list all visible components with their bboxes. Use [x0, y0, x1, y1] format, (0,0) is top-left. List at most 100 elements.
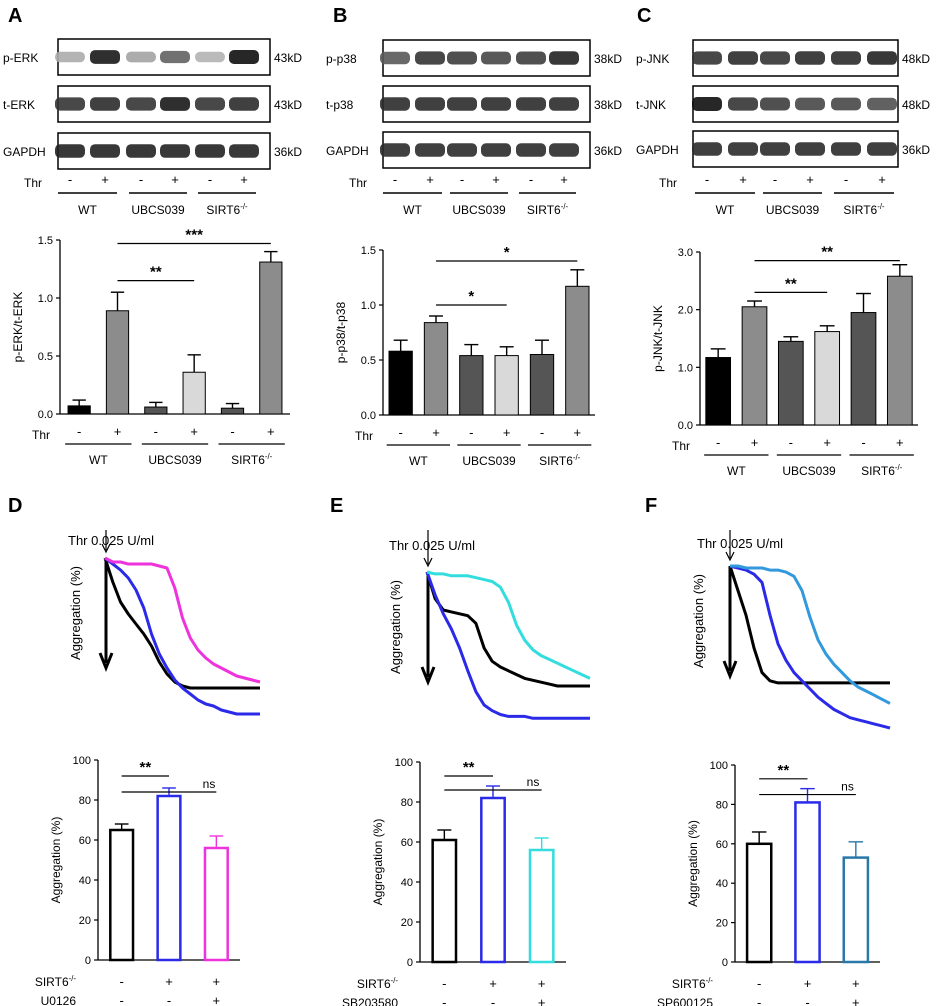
aggregation-trace-f: Aggregation (%)	[691, 530, 891, 730]
bar	[156, 794, 182, 962]
treatment-sign: -	[757, 995, 761, 1006]
bar	[794, 801, 821, 964]
treatment-sign: +	[503, 425, 511, 440]
thr-label: Thr	[349, 176, 367, 190]
bar	[705, 357, 732, 426]
treatment-sign: +	[739, 172, 747, 187]
panel-letter-a: A	[8, 5, 22, 27]
blot-band	[55, 51, 85, 63]
blot-label: t-JNK	[636, 98, 666, 112]
treatment-sign: +	[823, 435, 831, 450]
blot-size-label: 48kD	[902, 52, 930, 66]
blot-band	[692, 142, 722, 156]
blot-band	[760, 142, 790, 156]
treatment-sign: +	[190, 424, 198, 439]
blot-band	[516, 51, 546, 65]
row-label: SB203580	[342, 996, 398, 1006]
blot-band	[831, 97, 861, 111]
blot-size-label: 48kD	[902, 98, 930, 112]
blot-band	[867, 142, 897, 156]
group-label: WT	[727, 464, 746, 478]
blot-band	[415, 51, 445, 65]
blot-size-label: 43kD	[274, 51, 302, 65]
treatment-sign: -	[77, 424, 81, 439]
blot-band	[55, 97, 85, 111]
blot-size-label: 36kD	[594, 144, 622, 158]
blot-band	[415, 97, 445, 111]
thr-label: Thr	[355, 429, 373, 443]
row-label: SIRT6-/-	[672, 976, 714, 991]
panel-letter-c: C	[637, 5, 651, 27]
blot-band	[195, 144, 225, 158]
treatment-sign: -	[705, 172, 709, 187]
treatment-sign: +	[213, 974, 221, 989]
y-tick-label: 60	[79, 835, 91, 847]
y-axis-label: Aggregation (%)	[49, 817, 63, 904]
group-label: WT	[409, 454, 428, 468]
blot-band	[795, 51, 825, 65]
y-tick-label: 60	[716, 839, 728, 851]
blot-label: GAPDH	[326, 144, 369, 158]
thrombin-arrowhead	[423, 557, 433, 568]
treatment-sign: +	[560, 172, 568, 187]
group-label: UBCS039	[131, 203, 185, 217]
y-axis-label: p-ERK/t-ERK	[11, 292, 25, 363]
blot-size-label: 38kD	[594, 52, 622, 66]
treatment-sign: -	[789, 435, 793, 450]
treatment-sign: -	[442, 995, 446, 1006]
treatment-sign: +	[804, 976, 812, 991]
thr-label: Thr	[672, 439, 690, 453]
blot-band	[195, 97, 225, 111]
significance-label: ***	[185, 226, 203, 243]
thr-label: Thr	[659, 176, 677, 190]
y-tick-label: 0	[407, 957, 413, 969]
y-tick-label: 20	[401, 917, 413, 929]
aggregation-trace-d: Aggregation (%)	[68, 530, 261, 716]
western-blot-a: p-ERK 43kD t-ERK 43kD GAPDH 36kD Thr - + - + - + WT UB…	[3, 38, 302, 217]
blot-label: p-JNK	[636, 52, 669, 66]
blot-band	[160, 97, 190, 111]
y-tick-label: 0.0	[678, 420, 693, 432]
treatment-sign: -	[844, 172, 848, 187]
scale-arrowhead	[420, 666, 436, 687]
significance-label: ns	[203, 777, 216, 791]
treatment-sign: +	[114, 424, 122, 439]
trace-line	[729, 564, 891, 730]
thr-label: Thr	[24, 176, 42, 190]
treatment-sign: +	[489, 976, 497, 991]
blot-band	[516, 97, 546, 111]
y-tick-label: 0.5	[38, 351, 53, 363]
bar	[105, 310, 130, 415]
bar	[886, 275, 913, 426]
blot-band	[229, 50, 259, 64]
bar	[850, 312, 877, 426]
blot-band	[126, 51, 156, 63]
y-tick-label: 0.5	[361, 355, 376, 367]
group-label: WT	[716, 203, 735, 217]
row-label: U0126	[41, 994, 77, 1006]
treatment-sign: +	[165, 974, 173, 989]
bar-chart-f: 0 20 40 60 80 100 Aggregation (%) ** ns SIRT6-/- -…	[657, 760, 880, 1006]
blot-band	[692, 51, 722, 65]
blot-label: p-ERK	[3, 51, 38, 65]
treatment-sign: -	[208, 172, 212, 187]
blot-band	[415, 143, 445, 157]
thr-label: Thr	[32, 428, 50, 442]
treatment-sign: +	[101, 172, 109, 187]
y-tick-label: 2.0	[678, 305, 693, 317]
row-label: SIRT6-/-	[357, 976, 399, 991]
blot-label: t-p38	[326, 98, 354, 112]
y-tick-label: 80	[716, 799, 728, 811]
western-blot-c: p-JNK 48kD t-JNK 48kD GAPDH 36kD Thr - + - + - + WT UB…	[636, 39, 930, 217]
treatment-sign: +	[896, 435, 904, 450]
significance-label: ns	[841, 780, 854, 794]
y-axis-label: Aggregation (%)	[371, 819, 385, 906]
bar	[259, 261, 283, 415]
group-label: WT	[78, 203, 97, 217]
blot-band	[481, 51, 511, 65]
blot-band	[229, 144, 259, 158]
y-tick-label: 0.0	[38, 409, 53, 421]
bar	[528, 848, 555, 964]
scale-arrowhead	[722, 660, 738, 681]
